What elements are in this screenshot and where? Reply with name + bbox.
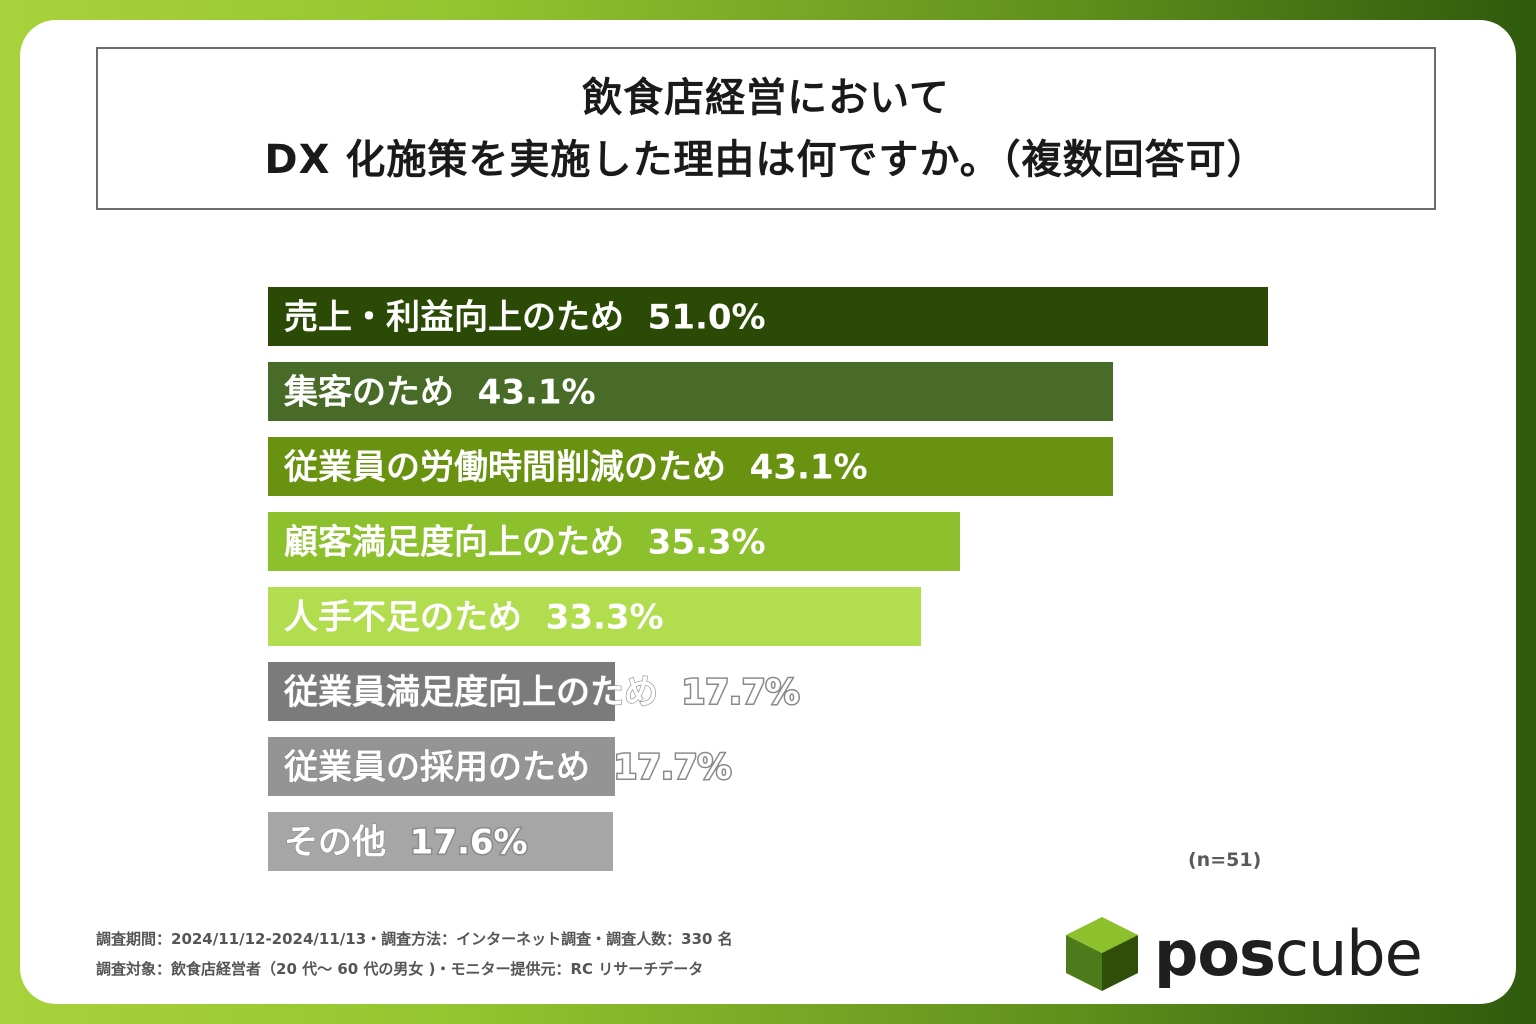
- bar-label-7: 従業員の採用のため 17.7%: [283, 748, 732, 788]
- value-label-3: 43.1%: [726, 448, 868, 488]
- category-label-4: 顧客満足度向上のため: [284, 523, 624, 563]
- cube-logo-icon: [1066, 917, 1138, 991]
- sample-size-note: (n=51): [1188, 849, 1262, 871]
- value-label-2: 43.1%: [454, 373, 596, 413]
- bar-2: [268, 362, 1113, 421]
- footer-survey-target: 調査対象：飲食店経営者（20 代〜 60 代の男女 )・モニター提供元：RC リ…: [96, 960, 704, 978]
- category-label-2: 集客のため: [283, 373, 454, 413]
- logo-text-regular: cube: [1274, 916, 1423, 990]
- value-label-5: 33.3%: [522, 598, 664, 638]
- logo-text-bold: pos: [1154, 916, 1276, 990]
- value-label-7: 17.7%: [590, 748, 732, 788]
- bar-3: [268, 437, 1113, 496]
- category-label-8: その他: [284, 823, 386, 863]
- bar-label-5: 人手不足のため 33.3%: [284, 598, 664, 638]
- footer-survey-period: 調査期間：2024/11/12-2024/11/13・調査方法：インターネット調…: [96, 930, 733, 948]
- chart-title-line-2: DX 化施策を実施した理由は何ですか。（複数回答可）: [264, 136, 1268, 183]
- value-label-6: 17.7%: [658, 673, 800, 713]
- bar-5: [268, 587, 921, 646]
- value-label-8: 17.6%: [386, 823, 528, 863]
- value-label-1: 51.0%: [624, 298, 766, 338]
- bar-7: [268, 737, 615, 796]
- title-box: 飲食店経営において DX 化施策を実施した理由は何ですか。（複数回答可）: [96, 47, 1436, 210]
- bar-8: [268, 812, 613, 871]
- bar-6: [268, 662, 615, 721]
- value-label-4: 35.3%: [624, 523, 766, 563]
- bar-label-1: 売上・利益向上のため 51.0%: [284, 298, 766, 338]
- bar-1: [268, 287, 1268, 346]
- category-label-5: 人手不足のため: [284, 598, 522, 638]
- poscube-logo: poscube: [1064, 913, 1454, 993]
- category-label-3: 従業員の労働時間削減のため: [283, 448, 726, 488]
- category-label-7: 従業員の採用のため: [283, 748, 590, 788]
- bar-label-4: 顧客満足度向上のため 35.3%: [284, 523, 766, 563]
- category-label-1: 売上・利益向上のため: [284, 298, 624, 338]
- bar-label-2: 集客のため 43.1%: [283, 373, 596, 413]
- bar-label-6: 従業員満足度向上のため 17.7%: [283, 673, 800, 713]
- chart-title-line-1: 飲食店経営において: [582, 74, 950, 121]
- bar-label-3: 従業員の労働時間削減のため 43.1%: [283, 448, 868, 488]
- category-label-6: 従業員満足度向上のため: [283, 673, 658, 713]
- bar-label-8: その他 17.6%: [284, 823, 528, 863]
- bar-4: [268, 512, 960, 571]
- logo-wordmark: poscube: [1154, 916, 1423, 990]
